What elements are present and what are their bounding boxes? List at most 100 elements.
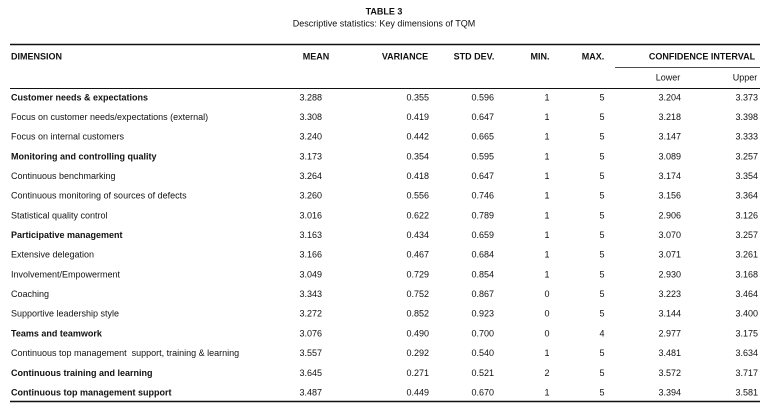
row-label: Continuous benchmarking — [11, 171, 116, 181]
cell: 0.521 — [471, 368, 494, 378]
cell: 0.418 — [406, 171, 429, 181]
row-label: Continuous top management support, train… — [11, 348, 239, 358]
cell: 1 — [544, 387, 549, 397]
cell: 3.343 — [299, 289, 322, 299]
column-header: VARIANCE — [382, 51, 428, 61]
cell: 3.260 — [299, 191, 322, 201]
cell: 3.166 — [299, 250, 322, 260]
cell: 0.354 — [406, 151, 429, 161]
cell: 0.752 — [406, 289, 429, 299]
cell: 0.647 — [471, 171, 494, 181]
cell: 3.308 — [299, 112, 322, 122]
cell: 3.071 — [658, 250, 681, 260]
cell: 3.481 — [658, 348, 681, 358]
cell: 3.147 — [658, 132, 681, 142]
cell: 0.490 — [406, 328, 429, 338]
cell: 3.572 — [658, 368, 681, 378]
cell: 3.354 — [735, 171, 758, 181]
row-label: Continuous top management support — [11, 387, 172, 397]
cell: 0.789 — [471, 210, 494, 220]
cell: 3.174 — [658, 171, 681, 181]
cell: 3.487 — [299, 387, 322, 397]
cell: 1 — [544, 269, 549, 279]
cell: 0.595 — [471, 151, 494, 161]
cell: 3.223 — [658, 289, 681, 299]
cell: 0.659 — [471, 230, 494, 240]
cell: 0 — [544, 289, 549, 299]
column-header: DIMENSION — [11, 51, 62, 61]
cell: 1 — [544, 191, 549, 201]
cell: 3.288 — [299, 92, 322, 102]
row-label: Involvement/Empowerment — [11, 269, 121, 279]
cell: 3.218 — [658, 112, 681, 122]
row-label: Extensive delegation — [11, 250, 94, 260]
cell: 0.867 — [471, 289, 494, 299]
cell: 3.464 — [735, 289, 758, 299]
cell: 3.175 — [735, 328, 758, 338]
cell: 0.556 — [406, 191, 429, 201]
cell: 1 — [544, 151, 549, 161]
row-label: Focus on customer needs/expectations (ex… — [11, 112, 208, 122]
cell: 5 — [599, 112, 604, 122]
cell: 3.156 — [658, 191, 681, 201]
cell: 0.596 — [471, 92, 494, 102]
cell: 3.398 — [735, 112, 758, 122]
cell: 5 — [599, 132, 604, 142]
table-subtitle: Descriptive statistics: Key dimensions o… — [293, 18, 475, 28]
cell: 3.168 — [735, 269, 758, 279]
cell: 1 — [544, 230, 549, 240]
row-label: Teams and teamwork — [11, 328, 103, 338]
cell: 5 — [599, 309, 604, 319]
row-label: Focus on internal customers — [11, 132, 125, 142]
cell: 0.684 — [471, 250, 494, 260]
sub-header: Upper — [733, 72, 758, 82]
cell: 5 — [599, 250, 604, 260]
cell: 0.729 — [406, 269, 429, 279]
cell: 0.622 — [406, 210, 429, 220]
cell: 0.746 — [471, 191, 494, 201]
cell: 3.240 — [299, 132, 322, 142]
cell: 0.923 — [471, 309, 494, 319]
column-header: MAX. — [582, 51, 605, 61]
cell: 3.264 — [299, 171, 322, 181]
cell: 5 — [599, 269, 604, 279]
cell: 3.016 — [299, 210, 322, 220]
cell: 3.204 — [658, 92, 681, 102]
cell: 0.292 — [406, 348, 429, 358]
cell: 0.434 — [406, 230, 429, 240]
cell: 5 — [599, 348, 604, 358]
cell: 5 — [599, 151, 604, 161]
cell: 0.355 — [406, 92, 429, 102]
table-title: TABLE 3 — [366, 6, 403, 16]
cell: 0.647 — [471, 112, 494, 122]
cell: 1 — [544, 210, 549, 220]
row-label: Continuous training and learning — [11, 368, 153, 378]
cell: 5 — [599, 92, 604, 102]
cell: 3.257 — [735, 230, 758, 240]
cell: 1 — [544, 132, 549, 142]
cell: 3.557 — [299, 348, 322, 358]
sub-header: Lower — [656, 72, 681, 82]
row-label: Coaching — [11, 289, 49, 299]
cell: 2.977 — [658, 328, 681, 338]
cell: 3.373 — [735, 92, 758, 102]
row-label: Participative management — [11, 230, 123, 240]
cell: 1 — [544, 348, 549, 358]
cell: 0 — [544, 309, 549, 319]
cell: 5 — [599, 230, 604, 240]
cell: 3.400 — [735, 309, 758, 319]
cell: 3.089 — [658, 151, 681, 161]
cell: 0 — [544, 328, 549, 338]
cell: 5 — [599, 210, 604, 220]
cell: 1 — [544, 171, 549, 181]
cell: 0.854 — [471, 269, 494, 279]
cell: 5 — [599, 191, 604, 201]
cell: 0.852 — [406, 309, 429, 319]
column-header: MEAN — [303, 51, 330, 61]
cell: 3.257 — [735, 151, 758, 161]
cell: 0.700 — [471, 328, 494, 338]
column-header: MIN. — [531, 51, 550, 61]
cell: 3.144 — [658, 309, 681, 319]
cell: 1 — [544, 112, 549, 122]
